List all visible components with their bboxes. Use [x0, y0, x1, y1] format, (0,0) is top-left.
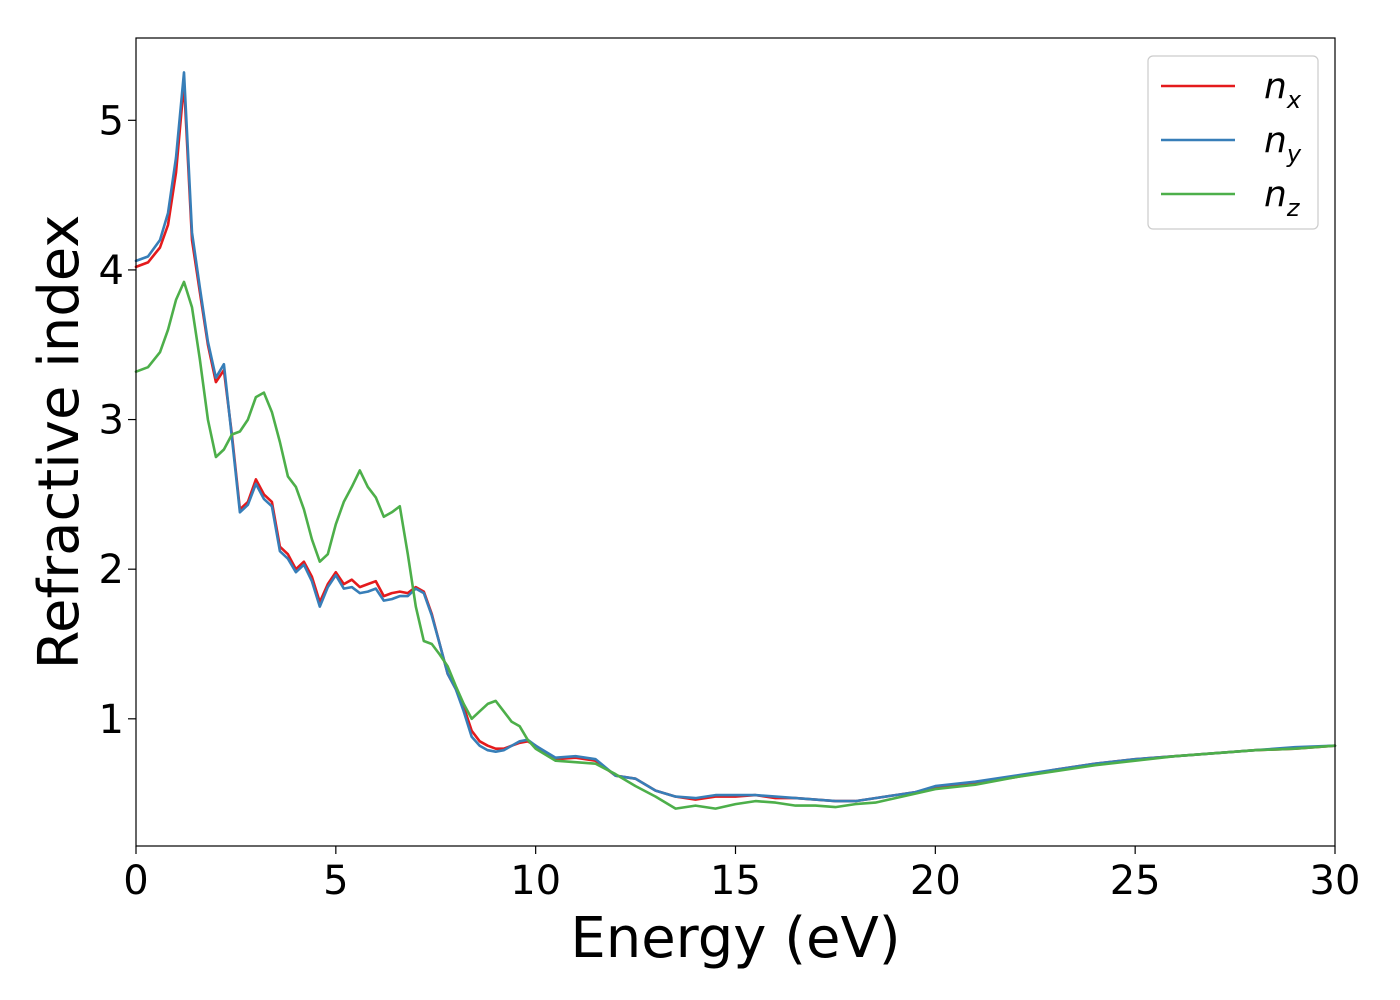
x-axis-label: Energy (eV) [570, 906, 900, 971]
legend-label-nz: nz [1264, 174, 1301, 222]
x-axis-ticks: 0 5 10 15 20 25 30 [123, 846, 1360, 904]
legend-label-subscript: x [1286, 86, 1302, 114]
x-tick-label: 15 [710, 858, 761, 904]
x-tick-label: 0 [123, 858, 148, 904]
plot-area [136, 38, 1335, 846]
x-tick-label: 25 [1110, 858, 1161, 904]
legend-label-ny: ny [1264, 120, 1302, 168]
x-tick-label: 5 [323, 858, 348, 904]
y-tick-label: 4 [99, 248, 124, 294]
y-axis-ticks: 1 2 3 4 5 [99, 98, 136, 743]
series-layer [134, 71, 1337, 810]
legend-label-base: n [1264, 174, 1287, 215]
series-line-ny [134, 71, 1337, 803]
legend-box [1147, 55, 1319, 230]
series-line-nz [134, 280, 1337, 810]
legend-label-base: n [1264, 66, 1287, 107]
legend-label-subscript: z [1286, 194, 1301, 222]
y-tick-label: 3 [99, 398, 124, 444]
legend-label-base: n [1264, 120, 1287, 161]
legend-label-subscript: y [1286, 140, 1302, 168]
y-tick-label: 2 [99, 547, 124, 593]
x-tick-label: 10 [510, 858, 561, 904]
y-tick-label: 1 [99, 697, 124, 743]
x-tick-label: 30 [1310, 858, 1361, 904]
x-tick-label: 20 [910, 858, 961, 904]
y-tick-label: 5 [99, 98, 124, 144]
y-axis-label: Refractive index [27, 215, 92, 670]
legend-label-nx: nx [1264, 66, 1302, 114]
